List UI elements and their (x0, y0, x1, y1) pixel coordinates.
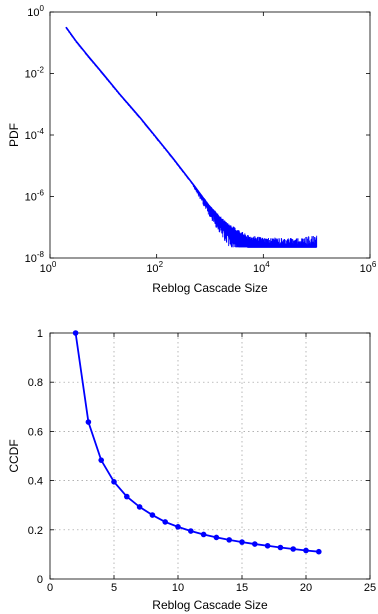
ccdf-data-point (277, 544, 284, 551)
ccdf-tick-layer: 0 5 10 15 20 25 0 0.2 0.4 0.6 0.8 1 (28, 328, 376, 594)
pdf-chart: 100 102 104 106 10-8 10-6 10-4 10-2 100 Reblog C… (7, 4, 377, 295)
pdf-data-layer (65, 26, 318, 248)
ccdf-data-point (239, 539, 245, 545)
ccdf-data-point (316, 548, 322, 555)
pdf-series-line (65, 26, 317, 247)
ccdf-y-tick-label: 0.6 (28, 426, 43, 438)
ccdf-data-layer (72, 330, 322, 555)
ccdf-x-tick-label: 10 (172, 582, 184, 594)
pdf-y-tick-label: 10-4 (25, 127, 45, 142)
ccdf-plot-frame (49, 332, 371, 580)
ccdf-data-point (213, 534, 220, 541)
pdf-x-tick-label: 104 (253, 260, 270, 275)
pdf-y-tick-label: 100 (27, 4, 44, 19)
ccdf-x-tick-label: 5 (111, 582, 117, 594)
ccdf-data-point (175, 524, 181, 530)
ccdf-data-point (200, 531, 207, 538)
ccdf-y-tick-label: 0.4 (28, 476, 43, 488)
ccdf-data-point (136, 504, 143, 510)
pdf-x-tick-label: 106 (360, 260, 377, 275)
ccdf-x-tick-label: 0 (47, 582, 53, 594)
pdf-y-axis-label: PDF (7, 123, 21, 147)
ccdf-data-point (303, 547, 309, 554)
ccdf-data-point (162, 519, 168, 525)
ccdf-y-axis-label: CCDF (7, 439, 21, 472)
ccdf-x-tick-label: 25 (364, 582, 376, 594)
ccdf-y-tick-label: 0 (37, 574, 43, 586)
pdf-y-tick-label: 10-2 (25, 66, 45, 81)
pdf-y-tick-label: 10-8 (25, 250, 45, 265)
pdf-y-tick-label: 10-6 (25, 189, 45, 204)
ccdf-data-point (72, 330, 79, 336)
pdf-x-tick-label: 100 (40, 260, 57, 275)
ccdf-series-line (74, 332, 319, 553)
ccdf-y-tick-label: 1 (37, 328, 43, 340)
ccdf-data-point (124, 493, 130, 500)
pdf-tick-layer: 100 102 104 106 10-8 10-6 10-4 10-2 100 (25, 4, 377, 275)
ccdf-x-tick-label: 15 (236, 582, 248, 594)
ccdf-chart: 0 5 10 15 20 25 0 0.2 0.4 0.6 0.8 1 Reblog Cascade … (7, 328, 376, 612)
ccdf-data-point (252, 541, 258, 547)
ccdf-y-tick-label: 0.2 (28, 525, 43, 537)
ccdf-data-point (264, 542, 271, 549)
ccdf-data-point (149, 512, 156, 518)
ccdf-data-point (290, 546, 297, 552)
ccdf-grid-layer (50, 333, 370, 579)
ccdf-data-point (98, 457, 104, 463)
pdf-plot-frame (49, 11, 371, 259)
ccdf-data-point (226, 537, 232, 543)
ccdf-y-tick-label: 0.8 (28, 377, 43, 389)
ccdf-data-point (188, 528, 194, 534)
ccdf-data-point (85, 419, 92, 425)
ccdf-x-tick-label: 20 (300, 582, 312, 594)
ccdf-x-axis-label: Reblog Cascade Size (152, 598, 268, 612)
ccdf-data-point (111, 479, 117, 485)
pdf-x-tick-label: 102 (146, 260, 163, 275)
pdf-x-axis-label: Reblog Cascade Size (152, 281, 268, 295)
